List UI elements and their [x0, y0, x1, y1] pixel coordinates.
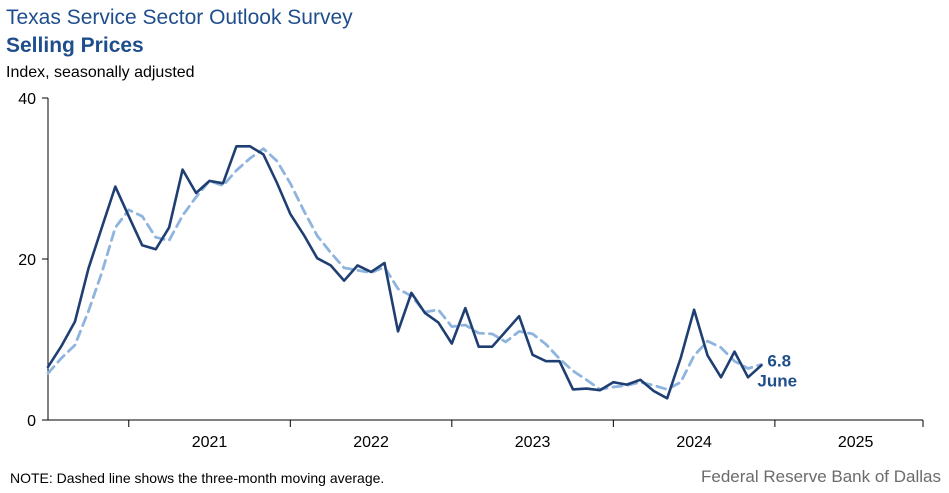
latest-value-label: 6.8 [767, 351, 791, 370]
y-axis-label: Index, seasonally adjusted [6, 64, 195, 81]
x-tick-label: 2021 [192, 434, 228, 451]
y-tick-label: 40 [18, 91, 36, 108]
x-tick-label: 2022 [353, 434, 389, 451]
chart-subtitle: Selling Prices [6, 34, 144, 57]
y-tick-label: 0 [27, 413, 36, 430]
x-tick-label: 2023 [515, 434, 551, 451]
chart-title: Texas Service Sector Outlook Survey [6, 6, 353, 29]
selling-prices-line [46, 145, 763, 400]
moving-average-line [46, 147, 763, 391]
x-tick-label: 2024 [676, 434, 712, 451]
footnote: NOTE: Dashed line shows the three-month … [10, 470, 385, 486]
y-tick-label: 20 [18, 252, 36, 269]
latest-month-label: June [757, 371, 797, 390]
source-credit: Federal Reserve Bank of Dallas [700, 467, 941, 486]
x-tick-label: 2025 [838, 434, 874, 451]
